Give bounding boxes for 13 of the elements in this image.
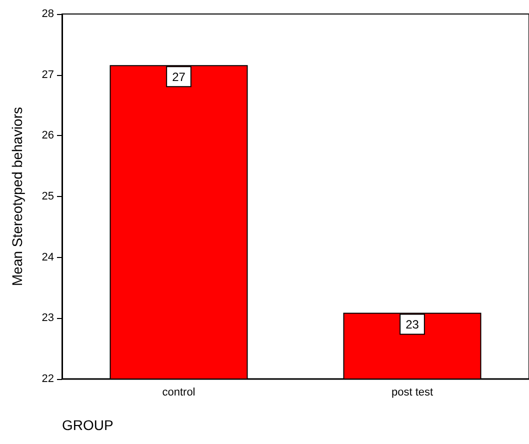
y-tick-label: 24 — [42, 251, 54, 264]
x-tick-label: control — [162, 386, 196, 398]
y-tick-label: 23 — [42, 312, 54, 324]
y-axis-title: Mean Stereotyped behaviors — [9, 107, 25, 286]
x-axis-title: GROUP — [62, 417, 114, 433]
y-tick-label: 25 — [42, 190, 54, 202]
y-tick-label: 22 — [42, 373, 54, 385]
y-tick-label: 26 — [42, 130, 54, 142]
data-label: 23 — [406, 318, 420, 332]
y-tick-label: 27 — [42, 68, 54, 81]
x-tick-label: post test — [391, 386, 434, 398]
y-tick-label: 28 — [42, 8, 54, 20]
data-label: 27 — [172, 70, 186, 84]
